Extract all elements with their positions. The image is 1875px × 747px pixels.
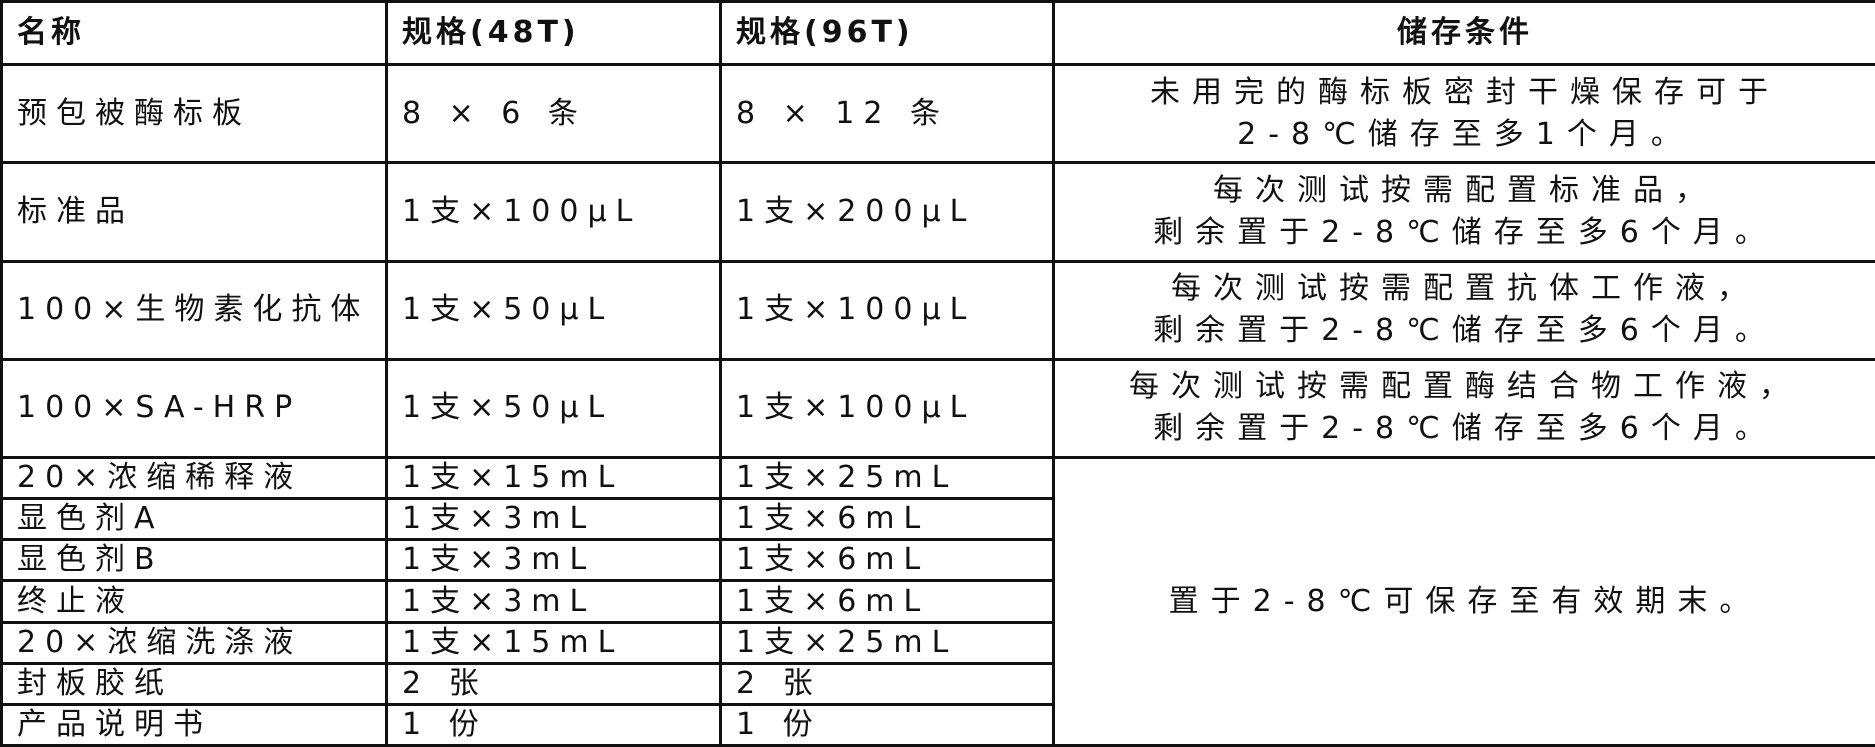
storage-line: 2-8℃储存至多1个月。 (1237, 116, 1693, 152)
cell-name: 显色剂B (0, 538, 388, 583)
storage-line: 每次测试按需配置酶结合物工作液， (1129, 369, 1801, 405)
cell-spec-96t: 1支×200μL (719, 161, 1055, 263)
table-row: 20×浓缩洗涤液 1支×15mL 1支×25mL (0, 620, 1875, 665)
cell-name: 20×浓缩稀释液 (0, 456, 388, 501)
cell-spec-48t: 1支×3mL (385, 579, 722, 624)
cell-name: 100×SA-HRP (0, 357, 388, 460)
cell-spec-48t: 1支×15mL (385, 456, 722, 501)
cell-spec-96t: 1支×6mL (719, 538, 1055, 583)
storage-line: 每次测试按需配置标准品， (1213, 172, 1717, 208)
cell-spec-48t: 8 × 6 条 (385, 62, 722, 165)
cell-spec-96t: 2 张 (719, 661, 1055, 706)
cell-spec-96t: 1支×25mL (719, 456, 1055, 501)
table-row: 显色剂B 1支×3mL 1支×6mL (0, 538, 1875, 583)
cell-spec-48t: 1支×50μL (385, 357, 722, 460)
cell-name: 预包被酶标板 (0, 62, 388, 165)
cell-spec-48t: 2 张 (385, 661, 722, 706)
cell-storage: 每次测试按需配置标准品， 剩余置于2-8℃储存至多6个月。 (1052, 161, 1875, 263)
cell-spec-96t: 1支×100μL (719, 357, 1055, 460)
header-storage: 储存条件 (1052, 0, 1875, 66)
storage-line: 每次测试按需配置抗体工作液， (1171, 271, 1759, 307)
cell-spec-48t: 1支×50μL (385, 259, 722, 361)
cell-storage: 每次测试按需配置抗体工作液， 剩余置于2-8℃储存至多6个月。 (1052, 259, 1875, 361)
cell-shared-storage: 置于2-8℃可保存至有效期末。 (1052, 456, 1875, 747)
table-row: 显色剂A 1支×3mL 1支×6mL (0, 497, 1875, 542)
storage-line: 剩余置于2-8℃储存至多6个月。 (1153, 313, 1777, 349)
cell-name: 封板胶纸 (0, 661, 388, 706)
table-row: 100×生物素化抗体 1支×50μL 1支×100μL 每次测试按需配置抗体工作液， 剩… (0, 259, 1875, 361)
cell-name: 产品说明书 (0, 702, 388, 747)
header-row: 名称 规格(48T) 规格(96T) 储存条件 (0, 0, 1875, 66)
cell-name: 标准品 (0, 161, 388, 263)
cell-spec-48t: 1支×3mL (385, 538, 722, 583)
cell-spec-96t: 1 份 (719, 702, 1055, 747)
cell-spec-96t: 1支×6mL (719, 579, 1055, 624)
header-spec-96t: 规格(96T) (719, 0, 1055, 66)
cell-name: 100×生物素化抗体 (0, 259, 388, 361)
header-spec-48t: 规格(48T) (385, 0, 722, 66)
table-row: 20×浓缩稀释液 1支×15mL 1支×25mL 置于2-8℃可保存至有效期末。 (0, 456, 1875, 747)
cell-spec-96t: 1支×6mL (719, 497, 1055, 542)
cell-spec-48t: 1支×100μL (385, 161, 722, 263)
cell-storage: 每次测试按需配置酶结合物工作液， 剩余置于2-8℃储存至多6个月。 (1052, 357, 1875, 460)
cell-spec-48t: 1支×15mL (385, 620, 722, 665)
cell-spec-96t: 1支×25mL (719, 620, 1055, 665)
table-row: 100×SA-HRP 1支×50μL 1支×100μL 每次测试按需配置酶结合物工作液… (0, 357, 1875, 460)
storage-line: 剩余置于2-8℃储存至多6个月。 (1153, 411, 1777, 447)
cell-name: 终止液 (0, 579, 388, 624)
table-row: 终止液 1支×3mL 1支×6mL (0, 579, 1875, 624)
cell-spec-48t: 1 份 (385, 702, 722, 747)
cell-spec-96t: 1支×100μL (719, 259, 1055, 361)
cell-storage: 未用完的酶标板密封干燥保存可于 2-8℃储存至多1个月。 (1052, 62, 1875, 165)
cell-spec-48t: 1支×3mL (385, 497, 722, 542)
table-row: 标准品 1支×100μL 1支×200μL 每次测试按需配置标准品， 剩余置于2-8℃储… (0, 161, 1875, 263)
cell-spec-96t: 8 × 12 条 (719, 62, 1055, 165)
cell-name: 20×浓缩洗涤液 (0, 620, 388, 665)
storage-line: 剩余置于2-8℃储存至多6个月。 (1153, 214, 1777, 250)
storage-line: 未用完的酶标板密封干燥保存可于 (1150, 74, 1780, 110)
cell-name: 显色剂A (0, 497, 388, 542)
header-name: 名称 (0, 0, 388, 66)
